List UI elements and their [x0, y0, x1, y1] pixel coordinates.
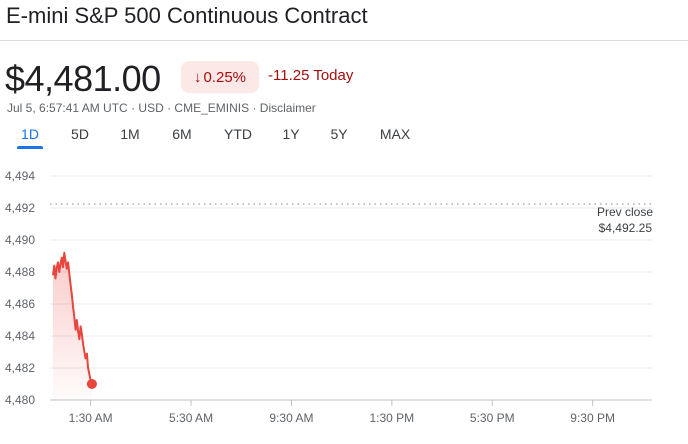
y-tick-label: 4,482: [5, 361, 35, 375]
arrow-down-icon: ↓: [193, 68, 202, 86]
tab-1d[interactable]: 1D: [21, 126, 39, 142]
active-tab-indicator: [17, 146, 43, 149]
tab-5y[interactable]: 5Y: [330, 126, 348, 142]
x-tick-label: 9:30 PM: [570, 411, 615, 425]
tab-1y[interactable]: 1Y: [282, 126, 300, 142]
y-tick-label: 4,486: [5, 297, 35, 311]
tab-max[interactable]: MAX: [379, 126, 411, 142]
meta-timestamp: Jul 5, 6:57:41 AM UTC: [7, 101, 128, 115]
x-tick-label: 9:30 AM: [269, 411, 313, 425]
tab-ytd[interactable]: YTD: [224, 126, 252, 142]
change-percent-value: 0.25%: [203, 68, 247, 86]
y-tick-label: 4,492: [5, 201, 35, 215]
change-percent-badge: ↓ 0.25%: [181, 61, 259, 93]
x-tick-label: 5:30 AM: [169, 411, 213, 425]
series-line: [52, 251, 93, 385]
tab-6m[interactable]: 6M: [172, 126, 192, 142]
prev-close-value: $4,492.25: [599, 221, 653, 235]
price-chart[interactable]: 4,480 4,482 4,484 4,486 4,488 4,490 4,492 4,494…: [0, 160, 688, 444]
prev-close-label: Prev close: [597, 205, 653, 219]
y-tick-label: 4,488: [5, 265, 35, 279]
disclaimer-link[interactable]: Disclaimer: [259, 101, 316, 115]
meta-exchange: CME_EMINIS: [174, 101, 250, 115]
page-title: E-mini S&P 500 Continuous Contract: [6, 3, 368, 28]
tab-5d[interactable]: 5D: [71, 126, 89, 142]
tab-1m[interactable]: 1M: [120, 126, 140, 142]
meta-currency: USD: [138, 101, 164, 115]
meta-separator: ·: [249, 101, 260, 115]
y-tick-label: 4,484: [5, 329, 35, 343]
quote-meta: Jul 5, 6:57:41 AM UTC · USD · CME_EMINIS…: [7, 101, 316, 115]
y-tick-label: 4,494: [5, 169, 35, 183]
current-price: $4,481.00: [5, 58, 161, 99]
change-today: -11.25 Today: [268, 67, 354, 84]
meta-separator: ·: [127, 101, 139, 115]
range-tabs: 1D 5D 1M 6M YTD 1Y 5Y MAX: [0, 126, 460, 152]
x-tick-label: 1:30 AM: [69, 411, 113, 425]
header-divider: [0, 40, 688, 41]
series-area: [53, 252, 92, 400]
y-tick-label: 4,480: [5, 393, 35, 407]
x-tick-label: 5:30 PM: [470, 411, 515, 425]
x-tick-label: 1:30 PM: [369, 411, 414, 425]
y-tick-label: 4,490: [5, 233, 35, 247]
last-price-dot: [86, 379, 97, 389]
meta-separator: ·: [163, 101, 175, 115]
